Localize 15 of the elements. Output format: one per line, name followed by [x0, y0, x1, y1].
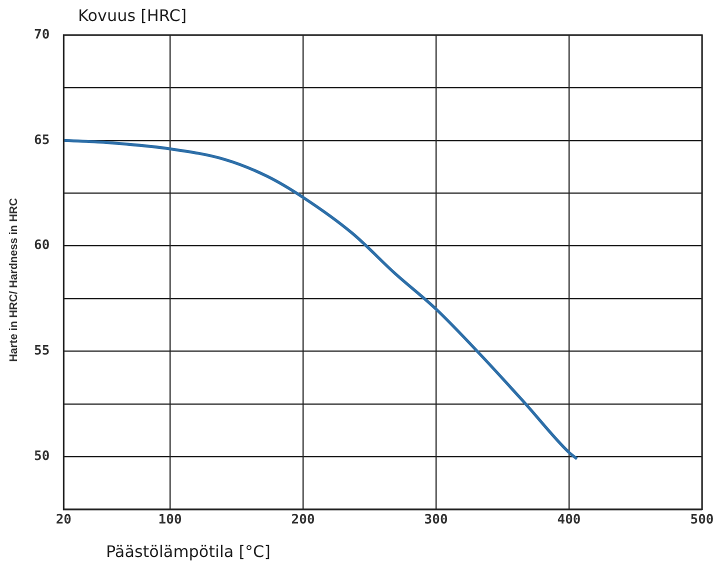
x-tick-label: 200 — [291, 512, 315, 528]
y-axis-title: Harte in HRC/ Hardness in HRC — [8, 198, 20, 362]
x-tick-label: 500 — [690, 512, 714, 528]
chart-title: Kovuus [HRC] — [78, 6, 187, 25]
x-tick-label: 100 — [158, 512, 182, 528]
x-tick-label: 400 — [557, 512, 581, 528]
y-tick-label: 65 — [34, 132, 50, 148]
y-tick-label: 60 — [34, 238, 50, 254]
line-series — [64, 138, 578, 460]
x-tick-label: 300 — [424, 512, 448, 528]
y-tick-label: 50 — [34, 449, 50, 464]
y-tick-label: 70 — [34, 27, 50, 42]
x-tick-label: 20 — [56, 512, 72, 528]
x-axis-title: Päästölämpötila [°C] — [106, 542, 270, 561]
y-tick-label: 55 — [34, 344, 50, 359]
